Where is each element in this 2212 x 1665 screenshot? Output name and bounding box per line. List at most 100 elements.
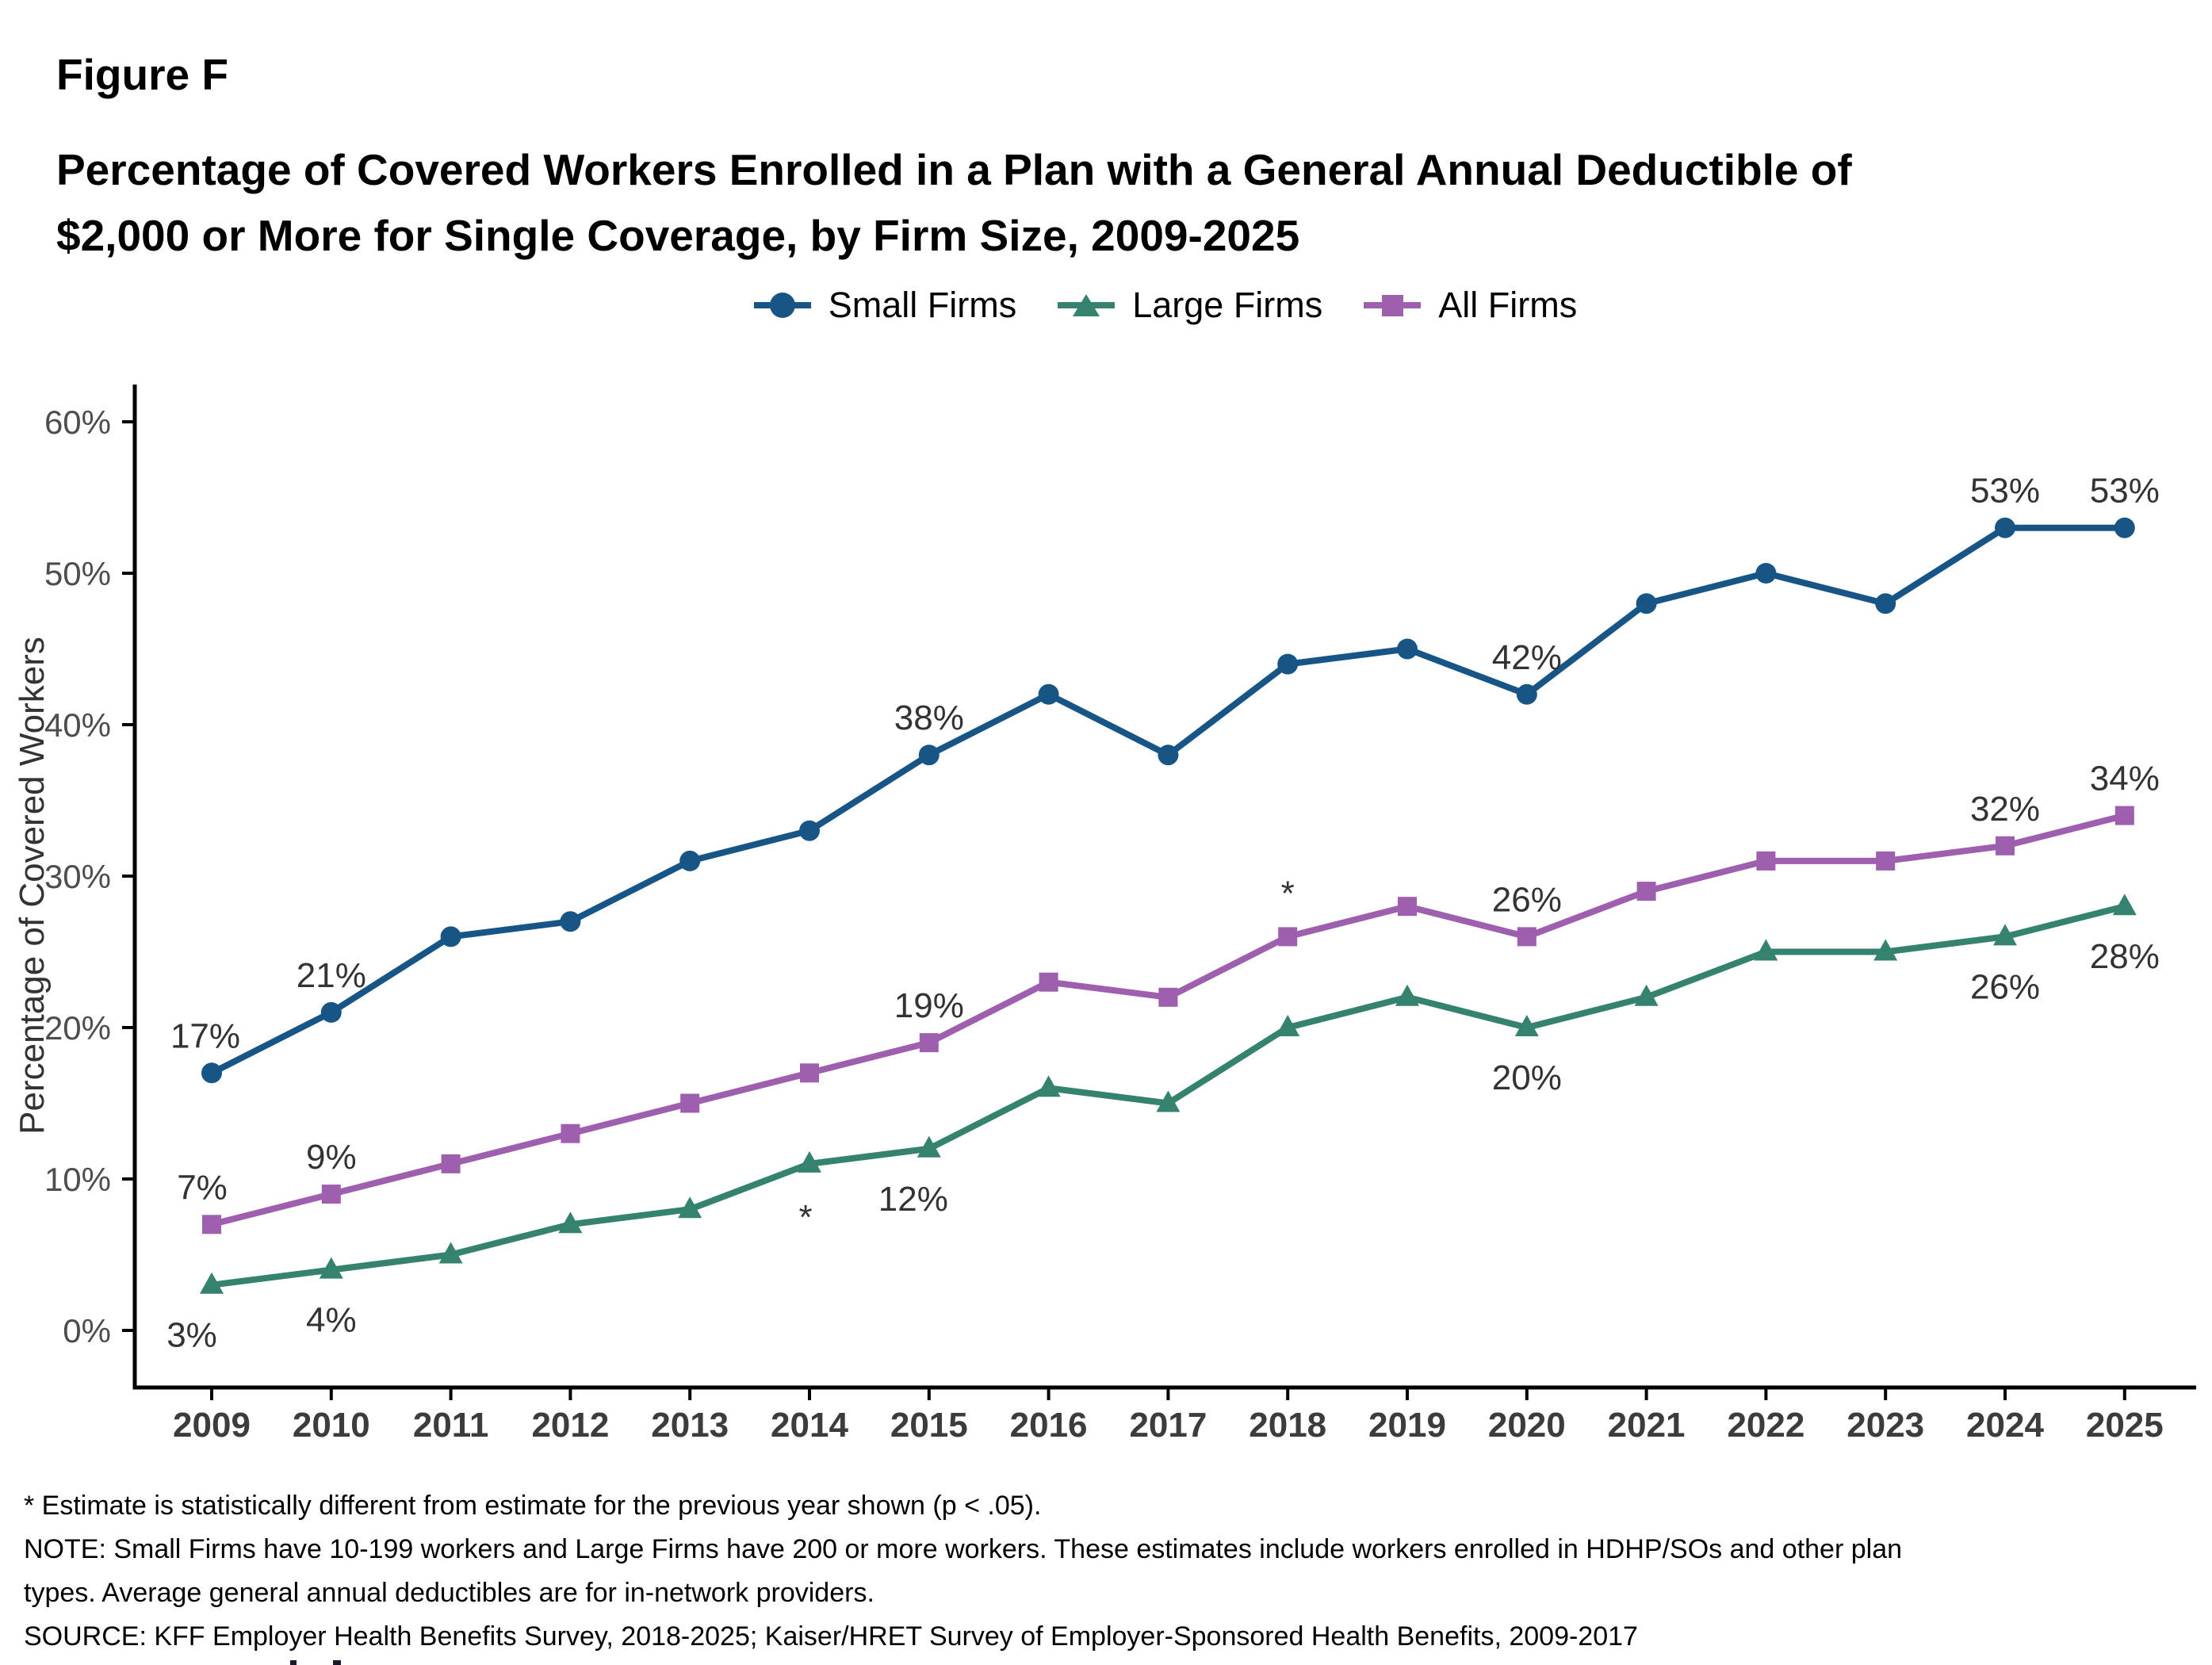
footnote-source: SOURCE: KFF Employer Health Benefits Sur… [24,1621,1638,1652]
point-small-firms-2021 [1636,593,1657,614]
legend: Small Firms Large Firms All Firms [135,276,2196,335]
legend-item-large-firms: Large Firms [1058,285,1322,326]
x-tick-label: 2014 [771,1406,848,1445]
point-small-firms-2022 [1755,563,1777,584]
x-tick-label: 2018 [1249,1406,1326,1445]
data-label-all-firms-2010: 9% [306,1138,357,1177]
all-firms-square-icon [1364,289,1422,321]
series-line-all-firms [211,812,2126,1228]
y-tick-label: 30% [44,858,111,895]
footnotes: * Estimate is statistically different fr… [24,1484,1902,1659]
data-label-large-firms-2009: 3% [166,1316,217,1355]
point-all-firms-2025 [2114,806,2134,825]
y-tick-label: 10% [44,1161,111,1198]
point-small-firms-2009 [201,1062,222,1084]
point-large-firms-2014 [798,1150,821,1173]
x-tick-label: 2017 [1129,1406,1207,1445]
point-small-firms-2015 [918,744,940,766]
point-small-firms-2013 [679,850,701,871]
y-tick-label: 20% [44,1009,111,1047]
y-tick-label: 0% [63,1312,111,1349]
x-tick-label: 2010 [293,1406,370,1445]
legend-item-small-firms: Small Firms [753,285,1017,326]
y-tick-label: 50% [44,555,111,592]
point-all-firms-2016 [1039,972,1058,992]
legend-label-large-firms: Large Firms [1132,285,1323,325]
point-all-firms-2010 [321,1185,341,1204]
point-all-firms-2020 [1517,927,1537,947]
point-large-firms-2022 [1754,939,1778,961]
point-large-firms-2019 [1395,984,1419,1006]
chart-title-line-1: Percentage of Covered Workers Enrolled i… [56,145,1852,194]
cropped-content-artifact [333,1660,341,1665]
x-tick-label: 2019 [1368,1406,1446,1445]
point-large-firms-2015 [917,1135,941,1158]
data-label-small-firms-2020: 42% [1492,638,1562,677]
point-small-firms-2025 [2114,517,2135,538]
point-large-firms-2021 [1634,984,1659,1006]
y-tick-label: 60% [44,404,111,441]
point-large-firms-2011 [438,1242,463,1264]
point-small-firms-2024 [1995,517,2015,538]
point-all-firms-2021 [1636,882,1656,901]
point-large-firms-2009 [200,1272,224,1294]
legend-label-small-firms: Small Firms [828,285,1017,325]
point-large-firms-2020 [1514,1015,1539,1036]
chart-title: Percentage of Covered Workers Enrolled i… [56,137,1852,269]
point-small-firms-2012 [560,911,581,932]
chart-title-line-2: $2,000 or More for Single Coverage, by F… [56,211,1300,260]
x-tick-label: 2012 [531,1406,609,1445]
cropped-content-artifact [290,1660,297,1665]
legend-label-all-firms: All Firms [1438,285,1578,325]
significance-asterisk-large-firms-2014: * [798,1198,812,1237]
footnote-asterisk: * Estimate is statistically different fr… [24,1491,1042,1521]
data-label-large-firms-2024: 26% [1970,967,2040,1006]
point-small-firms-2014 [799,820,820,841]
data-label-all-firms-2020: 26% [1492,880,1562,919]
x-tick-label: 2023 [1847,1406,1924,1445]
point-small-firms-2010 [320,1001,342,1023]
data-label-small-firms-2025: 53% [2090,472,2160,511]
small-firms-circle-icon [753,289,811,321]
data-label-small-firms-2009: 17% [170,1016,240,1055]
point-all-firms-2019 [1398,897,1417,917]
data-label-large-firms-2025: 28% [2090,937,2160,976]
figure-label: Figure F [56,50,228,99]
point-all-firms-2024 [1996,836,2015,855]
data-label-small-firms-2010: 21% [297,956,366,995]
point-large-firms-2016 [1036,1075,1061,1097]
point-large-firms-2017 [1156,1090,1181,1112]
x-tick-label: 2009 [173,1406,251,1445]
point-large-firms-2023 [1873,939,1898,961]
data-label-large-firms-2015: 12% [878,1180,948,1219]
x-tick-label: 2025 [2086,1406,2164,1445]
point-large-firms-2024 [1993,924,2017,946]
data-label-small-firms-2015: 38% [894,699,964,737]
x-tick-label: 2024 [1966,1406,2044,1445]
point-small-firms-2019 [1397,638,1418,660]
point-all-firms-2015 [919,1033,939,1053]
data-label-large-firms-2010: 4% [306,1301,357,1340]
x-tick-label: 2011 [413,1406,488,1445]
point-small-firms-2020 [1516,683,1537,705]
point-all-firms-2012 [561,1123,580,1143]
point-large-firms-2013 [678,1196,702,1219]
data-label-all-firms-2015: 19% [894,986,964,1025]
point-large-firms-2010 [319,1257,343,1279]
point-all-firms-2017 [1158,987,1178,1007]
x-tick-label: 2015 [890,1406,968,1445]
data-label-all-firms-2024: 32% [1970,790,2040,829]
data-label-all-firms-2009: 7% [177,1168,228,1207]
x-tick-label: 2022 [1727,1406,1804,1445]
point-all-firms-2018 [1278,927,1298,947]
point-small-firms-2011 [440,926,461,947]
point-large-firms-2012 [558,1211,583,1234]
legend-item-all-firms: All Firms [1364,285,1577,326]
point-small-firms-2018 [1277,653,1299,675]
data-label-all-firms-2025: 34% [2090,760,2160,798]
x-tick-label: 2016 [1010,1406,1088,1445]
large-firms-triangle-icon [1058,289,1116,321]
y-tick-label: 40% [44,706,111,744]
data-label-large-firms-2020: 20% [1492,1058,1562,1097]
